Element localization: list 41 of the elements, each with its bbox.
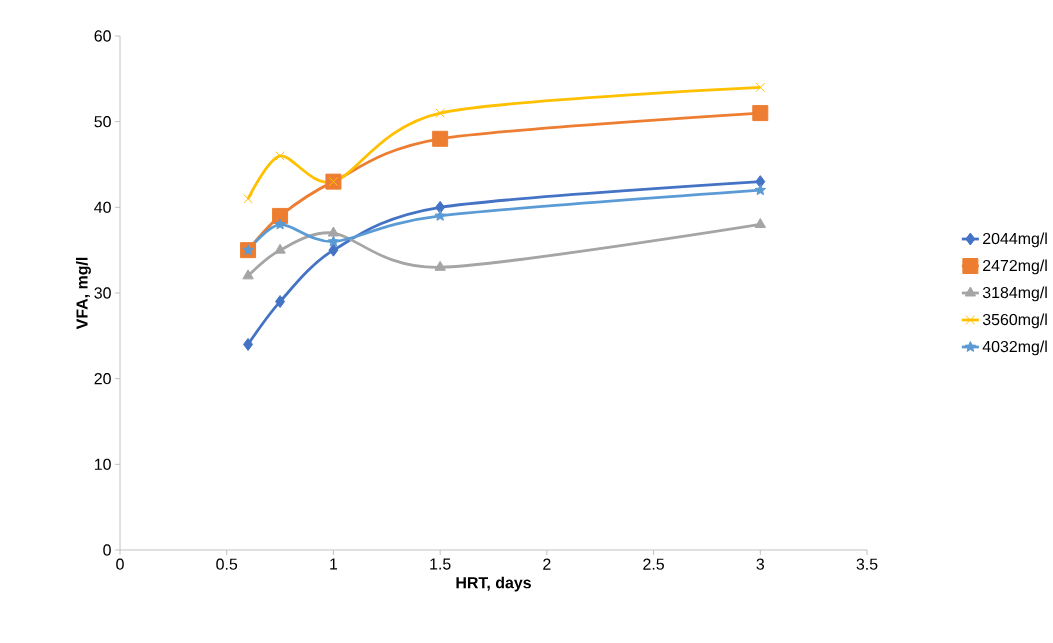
- point: [434, 209, 446, 221]
- point: [243, 194, 253, 204]
- x-tick-label: 3.5: [856, 558, 878, 570]
- point: [435, 108, 445, 118]
- point: [274, 218, 286, 230]
- legend-label: 4032mg/l: [982, 340, 1047, 356]
- x-tick-label: 1: [330, 558, 338, 570]
- y-tick-label: 30: [94, 287, 111, 299]
- point: [754, 184, 767, 196]
- legend-label: 3560mg/l: [982, 313, 1047, 329]
- point: [275, 295, 286, 309]
- point: [242, 269, 254, 280]
- y-tick-label: 50: [94, 116, 111, 128]
- point: [435, 200, 446, 214]
- point: [328, 243, 339, 257]
- legend-label: 3184mg/l: [982, 286, 1047, 302]
- point: [434, 260, 446, 271]
- y-tick-label: 10: [94, 458, 111, 470]
- point: [327, 235, 340, 247]
- y-tick-label: 40: [94, 201, 111, 213]
- point: [755, 82, 766, 93]
- x-tick-label: 2.5: [643, 558, 664, 570]
- point: [754, 217, 766, 228]
- point: [432, 130, 449, 147]
- x-tick-label: 0: [116, 558, 124, 570]
- y-tick-label: 60: [94, 30, 111, 42]
- y-axis-title: VFA, mg/l: [75, 257, 91, 330]
- x-tick-label: 0.5: [216, 558, 238, 570]
- point: [327, 226, 340, 237]
- x-tick-label: 3: [756, 558, 765, 570]
- point: [243, 337, 254, 351]
- legend-label: 2472mg/l: [983, 259, 1047, 275]
- y-tick-label: 0: [103, 544, 111, 556]
- legend-label: 2044mg/l: [983, 232, 1047, 248]
- point: [274, 243, 286, 254]
- x-tick-label: 2: [543, 558, 551, 570]
- x-axis-title: HRT, days: [456, 576, 531, 592]
- y-tick-label: 20: [94, 373, 111, 385]
- x-tick-label: 1.5: [430, 558, 451, 570]
- point: [752, 105, 769, 122]
- point: [275, 151, 285, 161]
